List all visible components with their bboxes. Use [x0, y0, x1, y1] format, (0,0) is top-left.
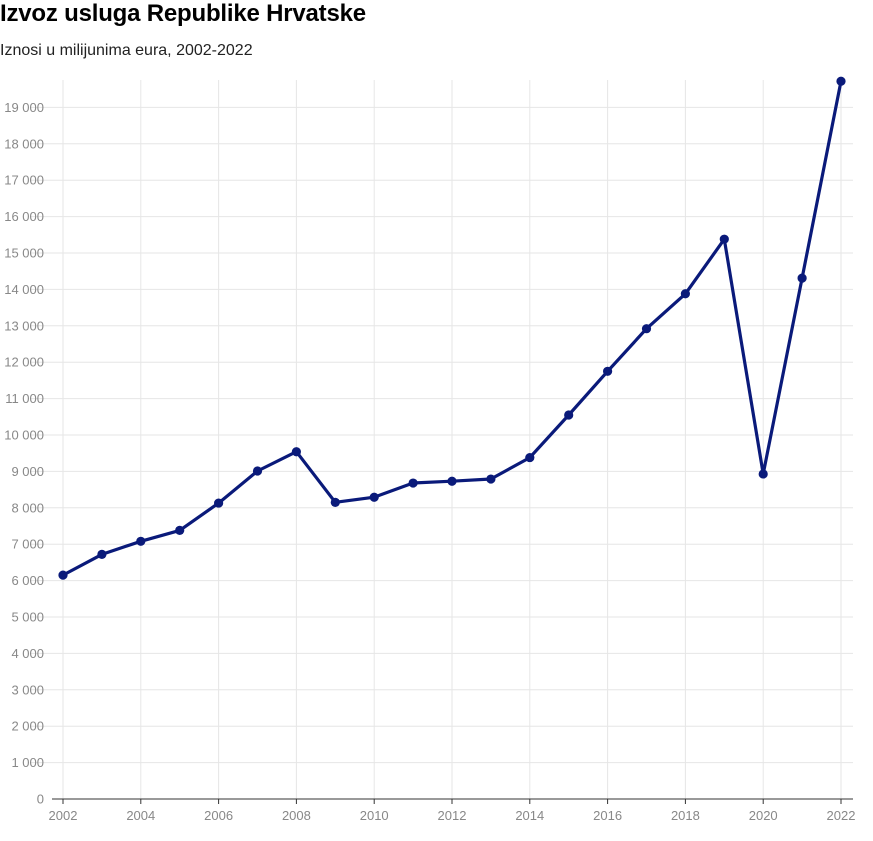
y-tick-label: 1 000 [11, 755, 44, 770]
y-tick-label: 14 000 [4, 282, 44, 297]
data-point [603, 366, 613, 376]
y-tick-label: 16 000 [4, 209, 44, 224]
y-tick-label: 6 000 [11, 573, 44, 588]
x-tick-label: 2012 [438, 808, 467, 823]
y-tick-label: 17 000 [4, 173, 44, 188]
data-point [330, 497, 340, 507]
x-tick-label: 2014 [515, 808, 544, 823]
tick-label-layer: 0 1 000 2 000 3 000 4 000 5 000 6 000 7 000 8 00… [4, 100, 855, 823]
y-tick-label: 2 000 [11, 719, 44, 734]
x-tick-label: 2010 [360, 808, 389, 823]
data-point [486, 474, 496, 484]
grid-layer [30, 80, 853, 799]
y-tick-label: 15 000 [4, 246, 44, 261]
data-point [214, 498, 224, 508]
data-point [719, 234, 729, 244]
data-point [564, 410, 574, 420]
y-tick-label: 0 [37, 792, 44, 807]
data-point [525, 452, 535, 463]
x-tick-label: 2006 [204, 808, 233, 823]
data-point [758, 469, 768, 479]
y-tick-label: 13 000 [4, 318, 44, 333]
data-point [58, 570, 68, 580]
data-point [680, 289, 691, 299]
data-point [797, 273, 807, 283]
x-tick-label: 2002 [49, 808, 78, 823]
y-tick-label: 3 000 [11, 682, 44, 697]
data-point [836, 76, 846, 86]
data-point [97, 549, 107, 559]
y-tick-label: 4 000 [11, 646, 44, 661]
data-point [408, 478, 418, 488]
y-tick-label: 18 000 [4, 136, 44, 151]
x-tick-label: 2018 [671, 808, 700, 823]
y-tick-label: 10 000 [4, 428, 44, 443]
y-tick-label: 9 000 [11, 464, 44, 479]
y-tick-label: 5 000 [11, 610, 44, 625]
x-tick-label: 2008 [282, 808, 311, 823]
y-tick-label: 19 000 [4, 100, 44, 115]
series-layer [58, 76, 846, 580]
data-point [252, 466, 263, 476]
data-point [175, 525, 185, 535]
data-point [291, 447, 301, 457]
x-tick-label: 2004 [126, 808, 155, 823]
x-tick-label: 2020 [749, 808, 778, 823]
y-tick-label: 8 000 [11, 500, 44, 515]
data-point [447, 476, 457, 486]
chart-subtitle: Iznosi u milijunima eura, 2002-2022 [0, 42, 253, 59]
y-tick-label: 12 000 [4, 355, 44, 370]
y-tick-label: 11 000 [5, 391, 44, 406]
y-tick-label: 7 000 [11, 537, 44, 552]
x-tick-label: 2016 [593, 808, 622, 823]
data-point [641, 324, 652, 334]
x-tick-label: 2022 [827, 808, 856, 823]
chart-title: Izvoz usluga Republike Hrvatske [0, 0, 366, 27]
axis-layer [52, 798, 853, 804]
data-point [136, 536, 146, 546]
data-point [369, 492, 379, 502]
